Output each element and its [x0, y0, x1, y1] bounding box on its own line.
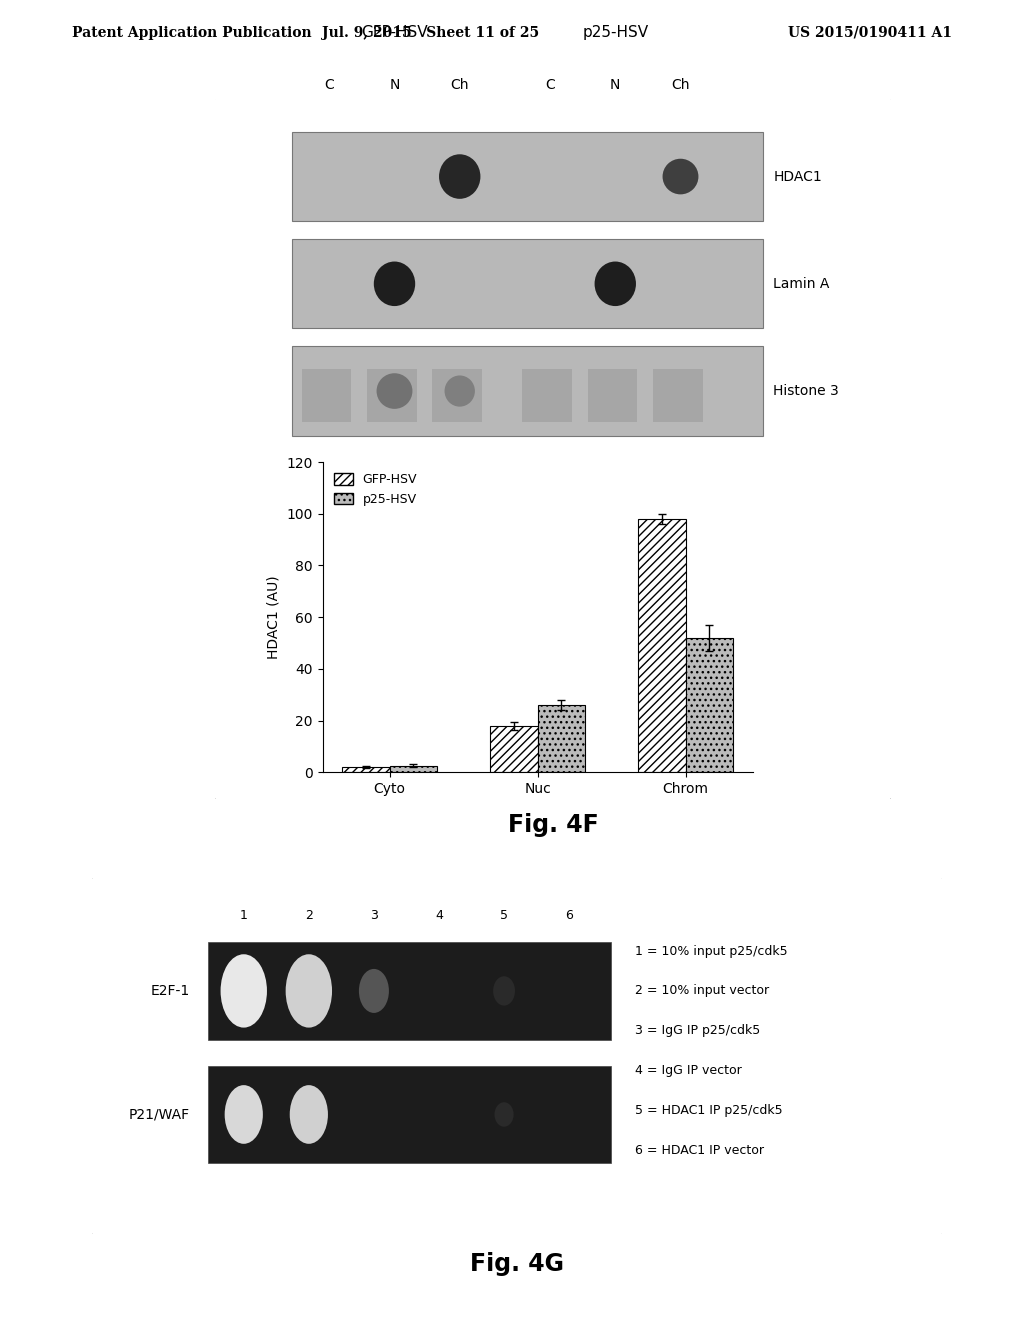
- Legend: GFP-HSV, p25-HSV: GFP-HSV, p25-HSV: [329, 469, 422, 511]
- Text: 4 = IgG IP vector: 4 = IgG IP vector: [635, 1064, 741, 1077]
- Text: Ch: Ch: [451, 78, 469, 92]
- Ellipse shape: [495, 1102, 514, 1127]
- Ellipse shape: [224, 1085, 263, 1144]
- Bar: [367, 368, 417, 422]
- Bar: [432, 368, 482, 422]
- Ellipse shape: [290, 1085, 328, 1144]
- Bar: [588, 368, 637, 422]
- Bar: [522, 368, 572, 422]
- Bar: [208, 1065, 611, 1163]
- Text: US 2015/0190411 A1: US 2015/0190411 A1: [788, 26, 952, 40]
- Text: 2 = 10% input vector: 2 = 10% input vector: [635, 985, 769, 998]
- Ellipse shape: [286, 954, 332, 1027]
- Text: 5 = HDAC1 IP p25/cdk5: 5 = HDAC1 IP p25/cdk5: [635, 1104, 782, 1117]
- Ellipse shape: [374, 261, 415, 306]
- Bar: [638, 519, 686, 772]
- Text: HDAC1: HDAC1: [773, 169, 822, 183]
- Text: Lamin A: Lamin A: [773, 277, 829, 290]
- Text: 1: 1: [240, 908, 248, 921]
- Text: p25-HSV: p25-HSV: [583, 25, 648, 40]
- Bar: [302, 368, 351, 422]
- Ellipse shape: [220, 954, 267, 1027]
- Text: Ch: Ch: [672, 78, 690, 92]
- Bar: [389, 766, 437, 772]
- Ellipse shape: [595, 261, 636, 306]
- Ellipse shape: [358, 969, 389, 1012]
- Bar: [653, 368, 702, 422]
- Text: 3 = IgG IP p25/cdk5: 3 = IgG IP p25/cdk5: [635, 1024, 760, 1038]
- Text: 1 = 10% input p25/cdk5: 1 = 10% input p25/cdk5: [635, 945, 787, 957]
- Bar: [538, 705, 585, 772]
- Ellipse shape: [663, 158, 698, 194]
- Text: 6: 6: [565, 908, 573, 921]
- Text: C: C: [545, 78, 555, 92]
- Text: N: N: [389, 78, 399, 92]
- Text: 4: 4: [435, 908, 443, 921]
- Ellipse shape: [494, 977, 515, 1006]
- Text: 3: 3: [370, 908, 378, 921]
- Text: 2: 2: [305, 908, 312, 921]
- Text: P21/WAF: P21/WAF: [128, 1107, 189, 1122]
- Bar: [686, 638, 733, 772]
- Text: Fig. 4G: Fig. 4G: [470, 1251, 564, 1276]
- Bar: [292, 132, 763, 220]
- Text: C: C: [325, 78, 334, 92]
- Bar: [292, 346, 763, 436]
- Ellipse shape: [444, 375, 475, 407]
- Bar: [292, 239, 763, 329]
- Text: N: N: [610, 78, 621, 92]
- Text: 6 = HDAC1 IP vector: 6 = HDAC1 IP vector: [635, 1144, 764, 1158]
- Text: Histone 3: Histone 3: [773, 384, 839, 399]
- Text: E2F-1: E2F-1: [151, 983, 189, 998]
- Bar: [342, 767, 389, 772]
- Ellipse shape: [439, 154, 480, 199]
- Text: GFP-HSV: GFP-HSV: [361, 25, 428, 40]
- Ellipse shape: [377, 374, 413, 409]
- Text: Patent Application Publication: Patent Application Publication: [72, 26, 311, 40]
- Text: Fig. 4F: Fig. 4F: [508, 813, 598, 837]
- Text: 5: 5: [500, 908, 508, 921]
- Text: Jul. 9, 2015   Sheet 11 of 25: Jul. 9, 2015 Sheet 11 of 25: [322, 26, 539, 40]
- Bar: [490, 726, 538, 772]
- Y-axis label: HDAC1 (AU): HDAC1 (AU): [267, 576, 281, 659]
- Bar: [208, 942, 611, 1040]
